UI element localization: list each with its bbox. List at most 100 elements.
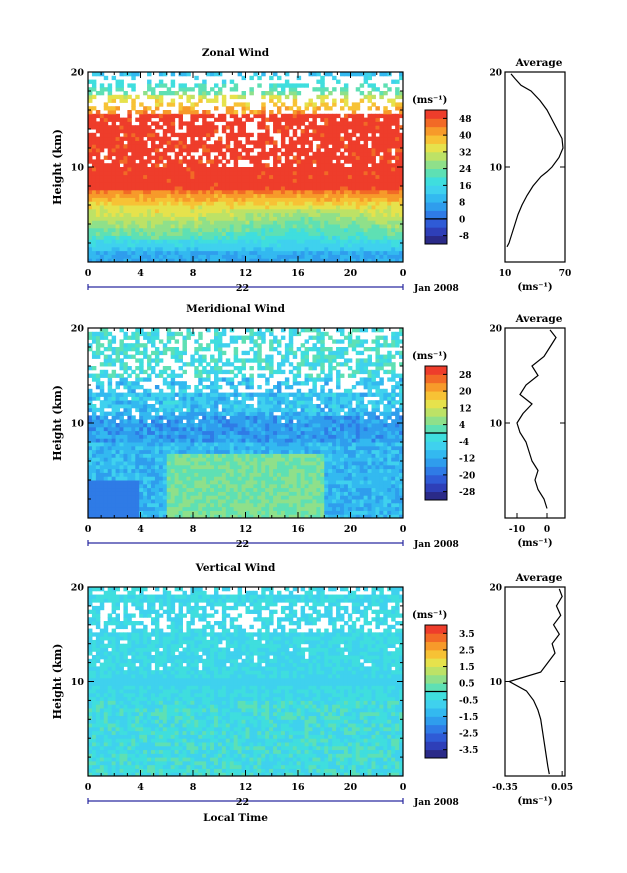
heatmap-cell <box>261 502 266 508</box>
heatmap-cell <box>312 461 317 466</box>
heatmap-cell <box>367 189 372 195</box>
heatmap-cell <box>107 129 113 134</box>
heatmap-cell <box>284 155 290 160</box>
heatmap-cell <box>162 491 168 496</box>
average-x-tick-label: 70 <box>559 269 572 279</box>
heatmap-cell <box>316 514 321 519</box>
heatmap-cell <box>182 514 187 519</box>
heatmap-cell <box>194 491 199 496</box>
heatmap-cell <box>371 246 376 252</box>
heatmap-cell <box>88 151 93 157</box>
heatmap-cell <box>233 87 239 92</box>
heatmap-cell <box>206 129 211 134</box>
heatmap-cell <box>280 151 286 157</box>
heatmap-cell <box>249 197 254 202</box>
heatmap-cell <box>363 159 369 164</box>
heatmap-cell <box>229 220 235 225</box>
heatmap-cell <box>284 491 290 496</box>
heatmap-cell <box>221 113 227 119</box>
heatmap-cell <box>111 98 117 103</box>
heatmap-cell <box>359 72 365 77</box>
heatmap-cell <box>355 487 361 492</box>
heatmap-cell <box>340 189 345 195</box>
heatmap-cell <box>280 87 286 92</box>
heatmap-cell <box>320 216 325 221</box>
heatmap-cell <box>182 87 187 92</box>
heatmap-cell <box>139 514 144 519</box>
heatmap-cell <box>88 117 93 122</box>
heatmap-cell <box>320 212 325 217</box>
heatmap-cell <box>324 487 329 492</box>
heatmap-cell <box>316 205 321 210</box>
heatmap-cell <box>351 464 357 470</box>
heatmap-cell <box>316 212 321 217</box>
heatmap-cell <box>241 453 246 458</box>
heatmap-cell <box>233 186 239 191</box>
heatmap-cell <box>371 514 376 519</box>
heatmap-cell <box>202 170 207 176</box>
heatmap-cell <box>217 186 223 191</box>
heatmap-cell <box>371 487 376 492</box>
heatmap-cell <box>158 246 164 252</box>
heatmap-cell <box>284 495 290 500</box>
heatmap-cell <box>292 258 298 263</box>
heatmap-cell <box>221 98 227 103</box>
heatmap-cell <box>103 201 109 206</box>
heatmap-cell <box>190 250 195 255</box>
heatmap-cell <box>99 140 105 145</box>
heatmap-cell <box>182 197 187 202</box>
heatmap-cell <box>103 102 109 107</box>
heatmap-cell <box>178 250 183 255</box>
heatmap-cell <box>371 94 376 100</box>
heatmap-cell <box>328 483 333 489</box>
heatmap-cell <box>178 106 183 111</box>
heatmap-cell <box>135 201 140 206</box>
heatmap-cell <box>296 258 302 263</box>
heatmap-cell <box>135 461 140 466</box>
heatmap-cell <box>178 212 183 217</box>
heatmap-cell <box>320 453 325 458</box>
heatmap-cell <box>355 239 361 244</box>
heatmap-cell <box>269 491 274 496</box>
heatmap-cell <box>387 117 392 122</box>
heatmap-cell <box>277 94 282 100</box>
heatmap-cell <box>151 491 156 496</box>
heatmap-cell <box>170 167 176 172</box>
heatmap-cell <box>214 167 219 172</box>
heatmap-cell <box>367 239 372 244</box>
heatmap-cell <box>332 220 337 225</box>
heatmap-cell <box>174 151 180 157</box>
heatmap-cell <box>162 201 168 206</box>
heatmap-cell <box>202 167 207 172</box>
heatmap-cell <box>202 468 207 473</box>
heatmap-cell <box>91 113 97 119</box>
heatmap-cell <box>249 140 254 145</box>
heatmap-cell <box>178 220 183 225</box>
heatmap-cell <box>210 453 215 458</box>
heatmap-cell <box>324 461 329 466</box>
heatmap-cell <box>88 499 93 504</box>
heatmap-cell <box>229 87 235 92</box>
heatmap-cell <box>151 227 156 233</box>
heatmap-cell <box>143 483 148 489</box>
heatmap-cell <box>387 205 392 210</box>
heatmap-cell <box>214 174 219 179</box>
heatmap-cell <box>95 72 101 77</box>
heatmap-cell <box>253 155 258 160</box>
heatmap-cell <box>237 224 243 229</box>
heatmap-cell <box>237 205 243 210</box>
heatmap-cell <box>375 510 380 515</box>
heatmap-cell <box>288 514 294 519</box>
heatmap-cell <box>123 510 128 515</box>
heatmap-cell <box>198 495 203 500</box>
heatmap-cell <box>241 155 246 160</box>
heatmap-cell <box>395 258 400 263</box>
heatmap-cell <box>186 476 191 481</box>
heatmap-cell <box>115 472 120 477</box>
heatmap-cell <box>359 502 365 508</box>
heatmap-cell <box>277 186 282 191</box>
heatmap-cell <box>127 445 132 451</box>
heatmap-cell <box>363 453 369 458</box>
heatmap-cell <box>292 506 298 511</box>
heatmap-cell <box>233 464 239 470</box>
